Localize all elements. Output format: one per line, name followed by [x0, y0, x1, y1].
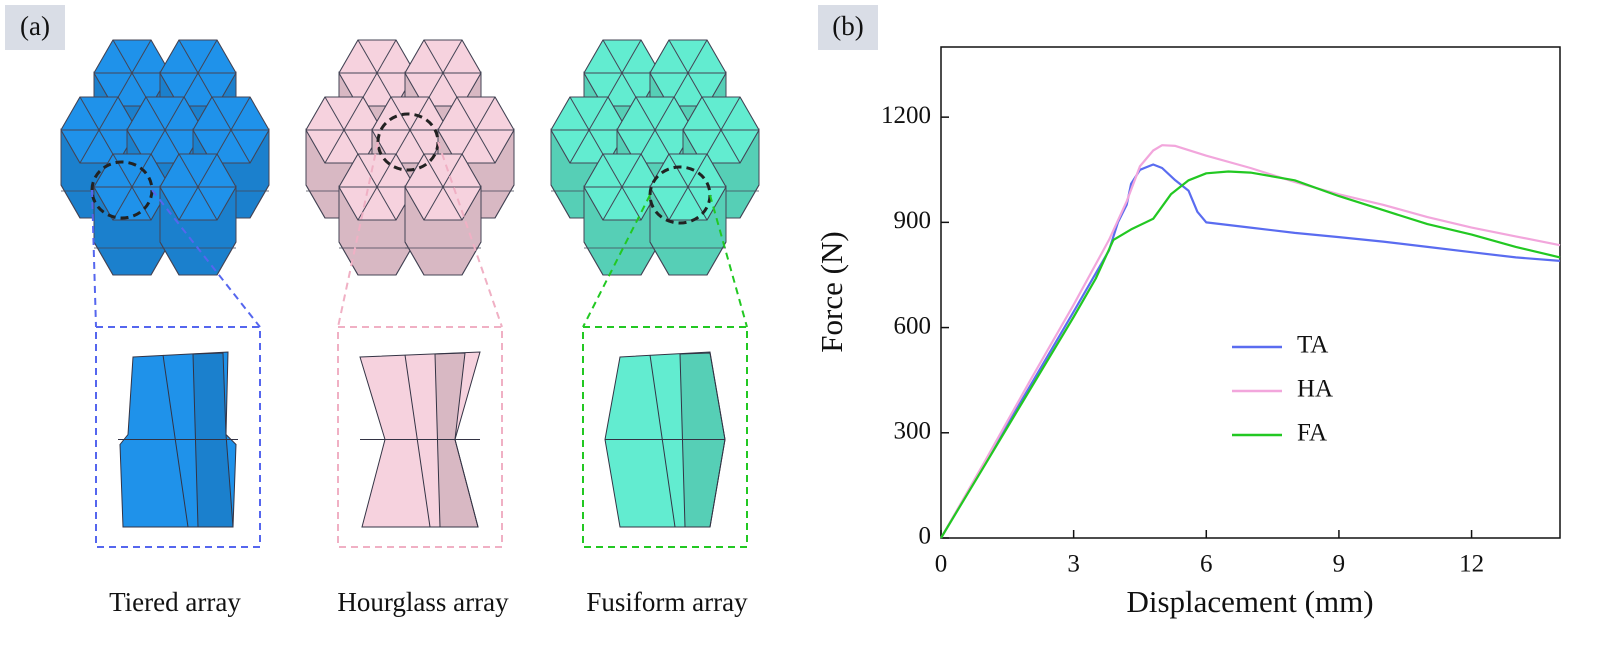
column-edge — [404, 354, 431, 528]
hex-cell — [338, 153, 416, 276]
y-tick-label: 0 — [919, 523, 932, 550]
series-line — [940, 170, 1561, 539]
column-edge — [649, 354, 676, 528]
column-shade — [434, 352, 479, 528]
connector — [709, 194, 748, 328]
column-edge — [162, 354, 189, 528]
hex-cell — [583, 153, 661, 276]
caption: Fusiform array — [586, 587, 748, 617]
panel-label-bg — [818, 5, 878, 50]
connector — [91, 189, 97, 328]
plot-area: 0 300 600 900 1200 0 3 6 9 12 TA HA FA — [881, 46, 1561, 578]
caption: Hourglass array — [337, 587, 509, 617]
panel-label-bg — [5, 5, 65, 50]
x-tick-label: 6 — [1200, 551, 1213, 578]
connector — [151, 189, 261, 328]
hex-cell — [159, 153, 237, 276]
panel-label: (a) — [20, 11, 50, 41]
series-line — [940, 144, 1561, 539]
x-tick-label: 9 — [1333, 551, 1346, 578]
x-tick-label: 12 — [1459, 551, 1484, 578]
y-axis-title: Force (N) — [814, 231, 849, 352]
connector — [437, 141, 503, 328]
legend-label: FA — [1297, 420, 1327, 447]
y-tick-label: 900 — [894, 207, 932, 234]
y-tick-label: 1200 — [881, 102, 931, 129]
x-tick-label: 3 — [1067, 551, 1080, 578]
x-tick-label: 0 — [935, 551, 948, 578]
connector — [337, 141, 379, 328]
legend-label: TA — [1297, 332, 1328, 359]
plot-frame — [940, 46, 1561, 539]
panel-label: (b) — [832, 11, 863, 41]
connector — [582, 194, 651, 328]
hex-cell — [404, 153, 482, 276]
legend-label: HA — [1297, 376, 1333, 403]
illustrations — [60, 39, 760, 548]
caption: Tiered array — [109, 587, 241, 617]
y-tick-label: 300 — [894, 418, 932, 445]
hex-cell — [93, 153, 171, 276]
series-line — [940, 163, 1561, 539]
x-axis-title: Displacement (mm) — [1126, 584, 1373, 619]
y-tick-label: 600 — [894, 312, 932, 339]
